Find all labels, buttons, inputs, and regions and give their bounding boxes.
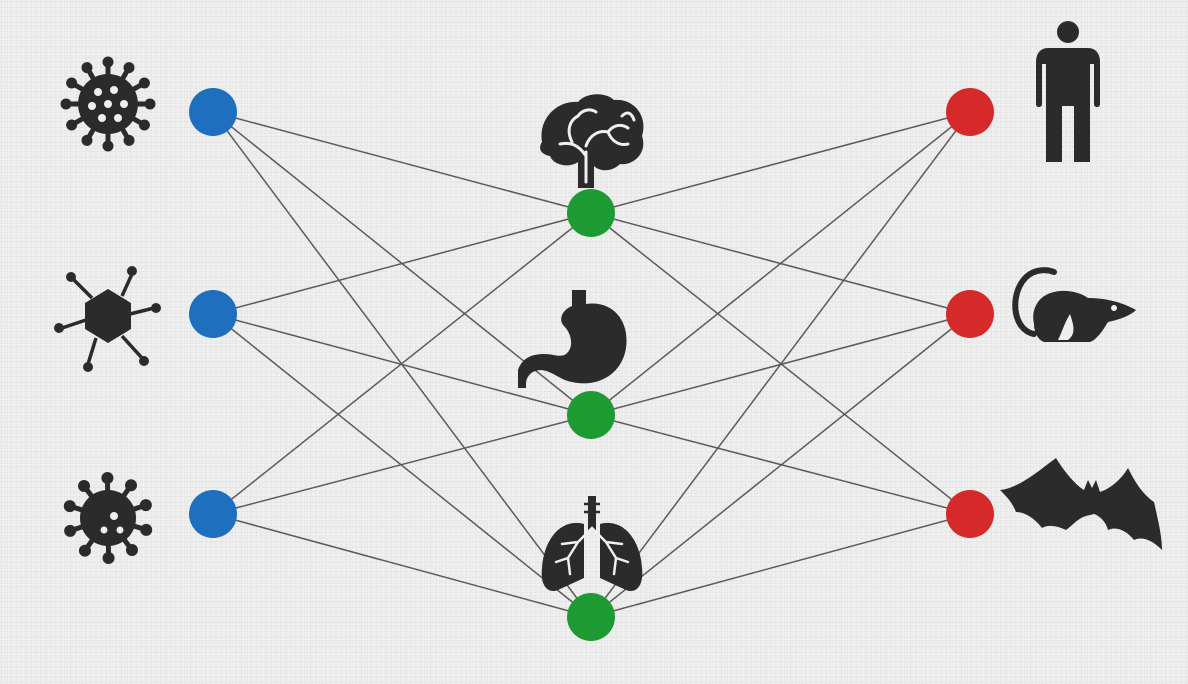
host-node xyxy=(946,88,994,136)
edge-o3-h2 xyxy=(590,313,971,618)
edge-p3-o1 xyxy=(212,212,592,515)
organ-node-1 xyxy=(567,189,615,237)
organ-node-3 xyxy=(567,593,615,641)
virus-icon xyxy=(63,472,153,564)
edge-p3-o2 xyxy=(212,414,592,515)
edge-p2-o2 xyxy=(212,313,592,416)
human-icon xyxy=(1036,21,1100,162)
edge-p3-o3 xyxy=(212,513,592,618)
edge-p2-o1 xyxy=(212,212,592,315)
rat-icon xyxy=(1012,267,1136,342)
pathogen-node xyxy=(189,88,237,136)
host-node-2 xyxy=(946,290,994,338)
pathogen-node-3 xyxy=(189,490,237,538)
edge-o2-h3 xyxy=(590,414,971,515)
organ-node-2 xyxy=(567,391,615,439)
host-node xyxy=(946,290,994,338)
organ-node xyxy=(567,593,615,641)
bat-icon xyxy=(1000,458,1162,550)
pathogen-node xyxy=(189,490,237,538)
host-node xyxy=(946,490,994,538)
organ-node xyxy=(567,391,615,439)
edge-o2-h1 xyxy=(590,111,971,416)
pathogen-node-1 xyxy=(189,88,237,136)
edge-p1-o1 xyxy=(212,111,592,214)
edge-o3-h3 xyxy=(590,513,971,618)
lungs-icon xyxy=(541,496,643,592)
host-node-1 xyxy=(946,88,994,136)
brain-icon xyxy=(540,94,644,188)
edge-o1-h1 xyxy=(590,111,971,214)
edge-o3-h1 xyxy=(590,111,971,618)
organ-node xyxy=(567,189,615,237)
bacteriophage-icon xyxy=(54,266,161,372)
coronavirus-icon xyxy=(60,56,156,152)
pathogen-node xyxy=(189,290,237,338)
edges-layer xyxy=(212,111,971,618)
stomach-icon xyxy=(518,290,627,388)
host-node-3 xyxy=(946,490,994,538)
pathogen-node-2 xyxy=(189,290,237,338)
edge-p2-o3 xyxy=(212,313,592,618)
